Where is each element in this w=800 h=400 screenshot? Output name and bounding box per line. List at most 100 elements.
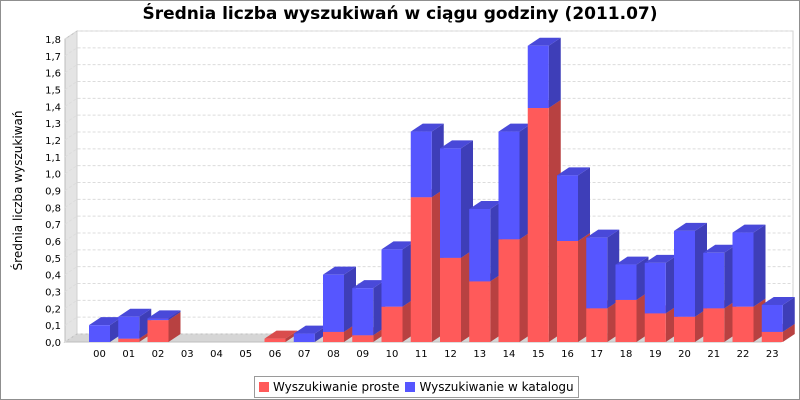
bar-front	[732, 232, 754, 307]
x-tick-label: 02	[152, 349, 165, 360]
bar-katalog-08	[323, 266, 356, 332]
x-tick-label: 14	[503, 349, 516, 360]
bar-katalog-10	[381, 241, 415, 307]
bar-side	[168, 312, 181, 342]
bar-side	[753, 224, 766, 307]
bar-front	[118, 338, 140, 342]
bar-front	[761, 304, 783, 332]
bar-front	[440, 257, 461, 342]
x-tick-label: 10	[386, 349, 399, 360]
bar-top	[352, 280, 386, 289]
bar-front	[644, 262, 666, 314]
bar-proste-11	[410, 189, 444, 342]
bar-proste-14	[498, 231, 532, 342]
bar-front	[147, 318, 169, 321]
bar-katalog-23	[761, 296, 795, 332]
y-tick-label: 0,1	[45, 321, 61, 332]
y-tick-label: 0,0	[45, 338, 61, 349]
bar-top	[381, 241, 415, 250]
bar-front	[586, 308, 608, 342]
bar-katalog-12	[440, 140, 473, 258]
bar-front	[498, 239, 520, 342]
bar-front	[527, 45, 549, 109]
bar-front	[615, 264, 637, 300]
bar-front	[615, 299, 637, 342]
bar-katalog-11	[410, 123, 444, 198]
x-tick-label: 00	[93, 349, 106, 360]
bar-katalog-17	[586, 229, 620, 309]
bar-top	[469, 201, 503, 210]
bar-katalog-19	[644, 254, 678, 314]
bar-front	[498, 131, 520, 240]
y-tick-label: 1,7	[45, 52, 61, 63]
x-tick-label: 20	[678, 349, 691, 360]
bar-proste-12	[440, 249, 473, 342]
y-tick-label: 1,2	[45, 136, 61, 147]
bar-top	[323, 266, 356, 275]
bar-proste-16	[557, 233, 590, 342]
y-tick-label: 0,4	[45, 271, 61, 282]
bar-katalog-15	[527, 37, 561, 109]
y-tick-label: 1,5	[45, 86, 61, 97]
bar-top	[674, 222, 707, 231]
legend-label-katalog: Wyszukiwanie w katalogu	[419, 380, 574, 394]
bar-side	[782, 296, 795, 332]
bar-top	[147, 310, 181, 319]
x-tick-label: 09	[356, 349, 369, 360]
bar-katalog-18	[615, 256, 649, 300]
bar-front	[469, 209, 491, 282]
bar-front	[674, 316, 695, 342]
x-tick-label: 12	[444, 349, 457, 360]
bar-front	[352, 288, 374, 336]
bar-front	[147, 320, 169, 342]
bar-front	[732, 306, 754, 342]
x-tick-label: 16	[561, 349, 574, 360]
y-tick-label: 1,8	[45, 35, 61, 46]
bar-top	[440, 140, 473, 149]
bar-top	[586, 229, 620, 238]
bar-katalog-22	[732, 224, 766, 307]
bar-front	[323, 331, 344, 342]
bar-top	[293, 325, 327, 334]
bar-front	[381, 249, 403, 307]
bar-katalog-13	[469, 201, 503, 282]
x-tick-label: 15	[532, 349, 545, 360]
bar-katalog-16	[557, 167, 590, 241]
x-tick-label: 21	[707, 349, 720, 360]
bar-front	[410, 197, 432, 342]
x-tick-label: 13	[473, 349, 486, 360]
bar-front	[761, 331, 783, 342]
legend-item-proste: Wyszukiwanie proste	[259, 380, 399, 394]
legend-swatch-katalog	[405, 382, 416, 392]
bar-front	[469, 281, 491, 342]
chart-title: Średnia liczba wyszukiwań w ciągu godzin…	[142, 4, 658, 24]
bar-front	[118, 316, 140, 339]
x-tick-label: 04	[210, 349, 223, 360]
x-tick-label: 06	[269, 349, 282, 360]
y-tick-label: 0,6	[45, 237, 61, 248]
bar-katalog-14	[498, 123, 532, 240]
bar-top	[732, 224, 766, 233]
bar-top	[89, 317, 122, 326]
y-tick-label: 0,9	[45, 187, 61, 198]
bar-front	[440, 148, 461, 258]
bar-katalog-21	[703, 244, 737, 309]
bar-side	[168, 310, 181, 321]
bar-top	[644, 254, 678, 263]
bar-katalog-02	[147, 310, 181, 321]
bar-front	[410, 131, 432, 198]
legend-item-katalog: Wyszukiwanie w katalogu	[405, 380, 574, 394]
bar-top	[703, 244, 737, 253]
bar-proste-15	[527, 100, 561, 343]
bar-katalog-20	[674, 222, 707, 317]
bar-front	[703, 252, 725, 309]
bar-front	[557, 175, 578, 241]
bar-top	[761, 296, 795, 305]
y-tick-label: 1,1	[45, 153, 61, 164]
bar-side	[548, 37, 561, 109]
y-tick-label: 1,4	[45, 102, 61, 113]
y-axis-title: Średnia liczba wyszukiwań	[10, 111, 25, 271]
x-tick-label: 05	[239, 349, 252, 360]
bar-front	[89, 325, 110, 342]
